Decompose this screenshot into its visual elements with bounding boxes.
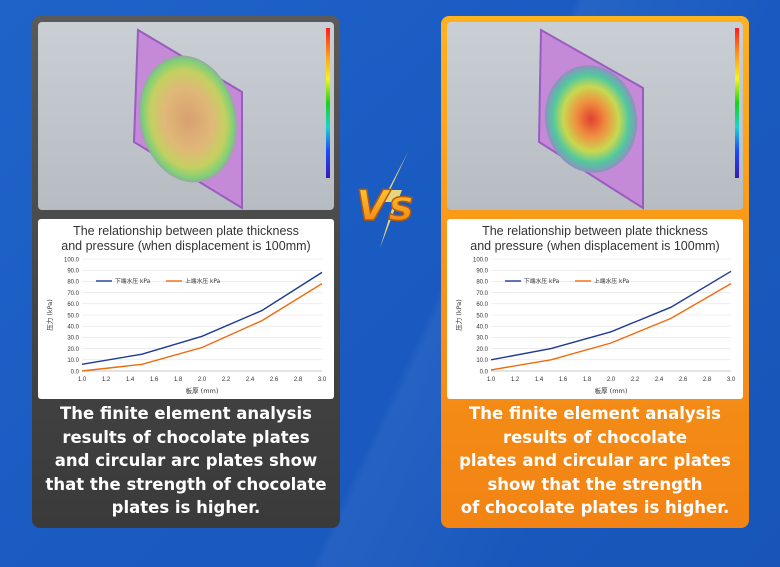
chart-title: The relationship between plate thickness… [38, 224, 334, 254]
y-axis-title: 压力 (kPa) [454, 299, 463, 331]
left-comparison-card: The relationship between plate thickness… [32, 16, 340, 528]
x-axis-title: 板厚 (mm) [595, 386, 628, 395]
arc-plate-fea-image [447, 22, 743, 210]
x-tick-label: 1.2 [511, 377, 520, 383]
y-tick-label: 80.0 [67, 280, 79, 286]
caption-line: that the strength of chocolate [45, 474, 327, 494]
left-chart-svg: 0.0 10.0 20.0 30.0 40.0 50.0 60.0 70.0 80.0 90.0 1… [45, 257, 327, 395]
x-tick-label: 1.2 [102, 377, 111, 383]
x-tick-label: 1.6 [559, 377, 568, 383]
y-tick-label: 0.0 [480, 369, 489, 375]
y-tick-label: 70.0 [67, 291, 79, 297]
x-tick-label: 1.8 [174, 377, 183, 383]
caption-line: results of chocolate [502, 427, 688, 447]
y-tick-label: 60.0 [476, 302, 488, 308]
x-tick-label: 2.2 [631, 377, 640, 383]
x-tick-label: 2.6 [679, 377, 688, 383]
x-tick-label: 1.0 [78, 377, 87, 383]
x-tick-label: 2.0 [198, 377, 207, 383]
y-tick-label: 90.0 [67, 269, 79, 275]
vs-badge: Vs [355, 152, 414, 248]
series-line-lower-pressure [81, 271, 323, 365]
legend-label: 下端水压 kPa [115, 277, 151, 285]
caption-line: show that the strength [487, 474, 703, 494]
legend-label: 上端水压 kPa [594, 277, 630, 285]
x-tick-label: 2.8 [703, 377, 712, 383]
y-tick-label: 20.0 [476, 347, 488, 353]
y-tick-label: 90.0 [476, 269, 488, 275]
legend-label: 下端水压 kPa [524, 277, 560, 285]
y-tick-label: 40.0 [476, 325, 488, 331]
legend-label: 上端水压 kPa [185, 277, 221, 285]
caption-line: The finite element analysis [469, 404, 721, 423]
vs-text: Vs [356, 181, 414, 230]
caption-line: plates is higher. [111, 498, 261, 517]
x-tick-label: 2.4 [246, 377, 255, 383]
x-tick-label: 2.4 [655, 377, 664, 383]
y-tick-label: 50.0 [67, 313, 79, 319]
y-tick-label: 30.0 [476, 336, 488, 342]
caption-line: The finite element analysis [60, 404, 312, 423]
caption-line: results of chocolate plates [62, 427, 310, 447]
caption-line: of chocolate plates is higher. [460, 498, 730, 517]
right-caption: The finite element analysis results of c… [447, 402, 743, 520]
x-tick-label: 2.2 [222, 377, 231, 383]
series-line-upper-pressure [490, 282, 732, 371]
series-line-lower-pressure [490, 270, 732, 361]
chart-title-line-1: The relationship between plate thickness [482, 224, 708, 238]
x-tick-label: 1.0 [487, 377, 496, 383]
y-tick-label: 70.0 [476, 291, 488, 297]
right-line-chart: The relationship between plate thickness… [447, 219, 743, 399]
y-tick-label: 10.0 [67, 358, 79, 364]
chart-title-line-1: The relationship between plate thickness [73, 224, 299, 238]
caption-line: and circular arc plates show [54, 451, 318, 470]
y-tick-label: 0.0 [71, 369, 80, 375]
right-chart-svg: 0.0 10.0 20.0 30.0 40.0 50.0 60.0 70.0 80.0 90.0 1… [454, 257, 736, 395]
x-tick-label: 1.4 [126, 377, 135, 383]
x-tick-label: 1.6 [150, 377, 159, 383]
chart-title-line-2: and pressure (when displacement is 100mm… [61, 239, 311, 253]
x-tick-label: 2.8 [294, 377, 303, 383]
x-axis-title: 板厚 (mm) [186, 386, 219, 395]
x-tick-label: 1.8 [583, 377, 592, 383]
chocolate-plate-fea-image [38, 22, 334, 210]
chart-title-line-2: and pressure (when displacement is 100mm… [470, 239, 720, 253]
y-tick-label: 100.0 [473, 257, 489, 263]
x-tick-label: 3.0 [727, 377, 736, 383]
y-tick-label: 100.0 [64, 257, 80, 263]
left-caption: The finite element analysis results of c… [38, 402, 334, 520]
series-line-upper-pressure [81, 283, 323, 372]
y-tick-label: 40.0 [67, 325, 79, 331]
right-comparison-card: The relationship between plate thickness… [441, 16, 749, 528]
y-tick-label: 20.0 [67, 347, 79, 353]
x-tick-label: 3.0 [318, 377, 327, 383]
y-tick-label: 50.0 [476, 313, 488, 319]
left-line-chart: The relationship between plate thickness… [38, 219, 334, 399]
y-axis-title: 压力 (kPa) [45, 299, 54, 331]
y-tick-label: 10.0 [476, 358, 488, 364]
y-tick-label: 80.0 [476, 280, 488, 286]
x-tick-label: 2.0 [607, 377, 616, 383]
x-tick-label: 2.6 [270, 377, 279, 383]
x-tick-label: 1.4 [535, 377, 544, 383]
chart-title: The relationship between plate thickness… [447, 224, 743, 254]
caption-line: plates and circular arc plates [459, 451, 731, 470]
y-tick-label: 30.0 [67, 336, 79, 342]
y-tick-label: 60.0 [67, 302, 79, 308]
